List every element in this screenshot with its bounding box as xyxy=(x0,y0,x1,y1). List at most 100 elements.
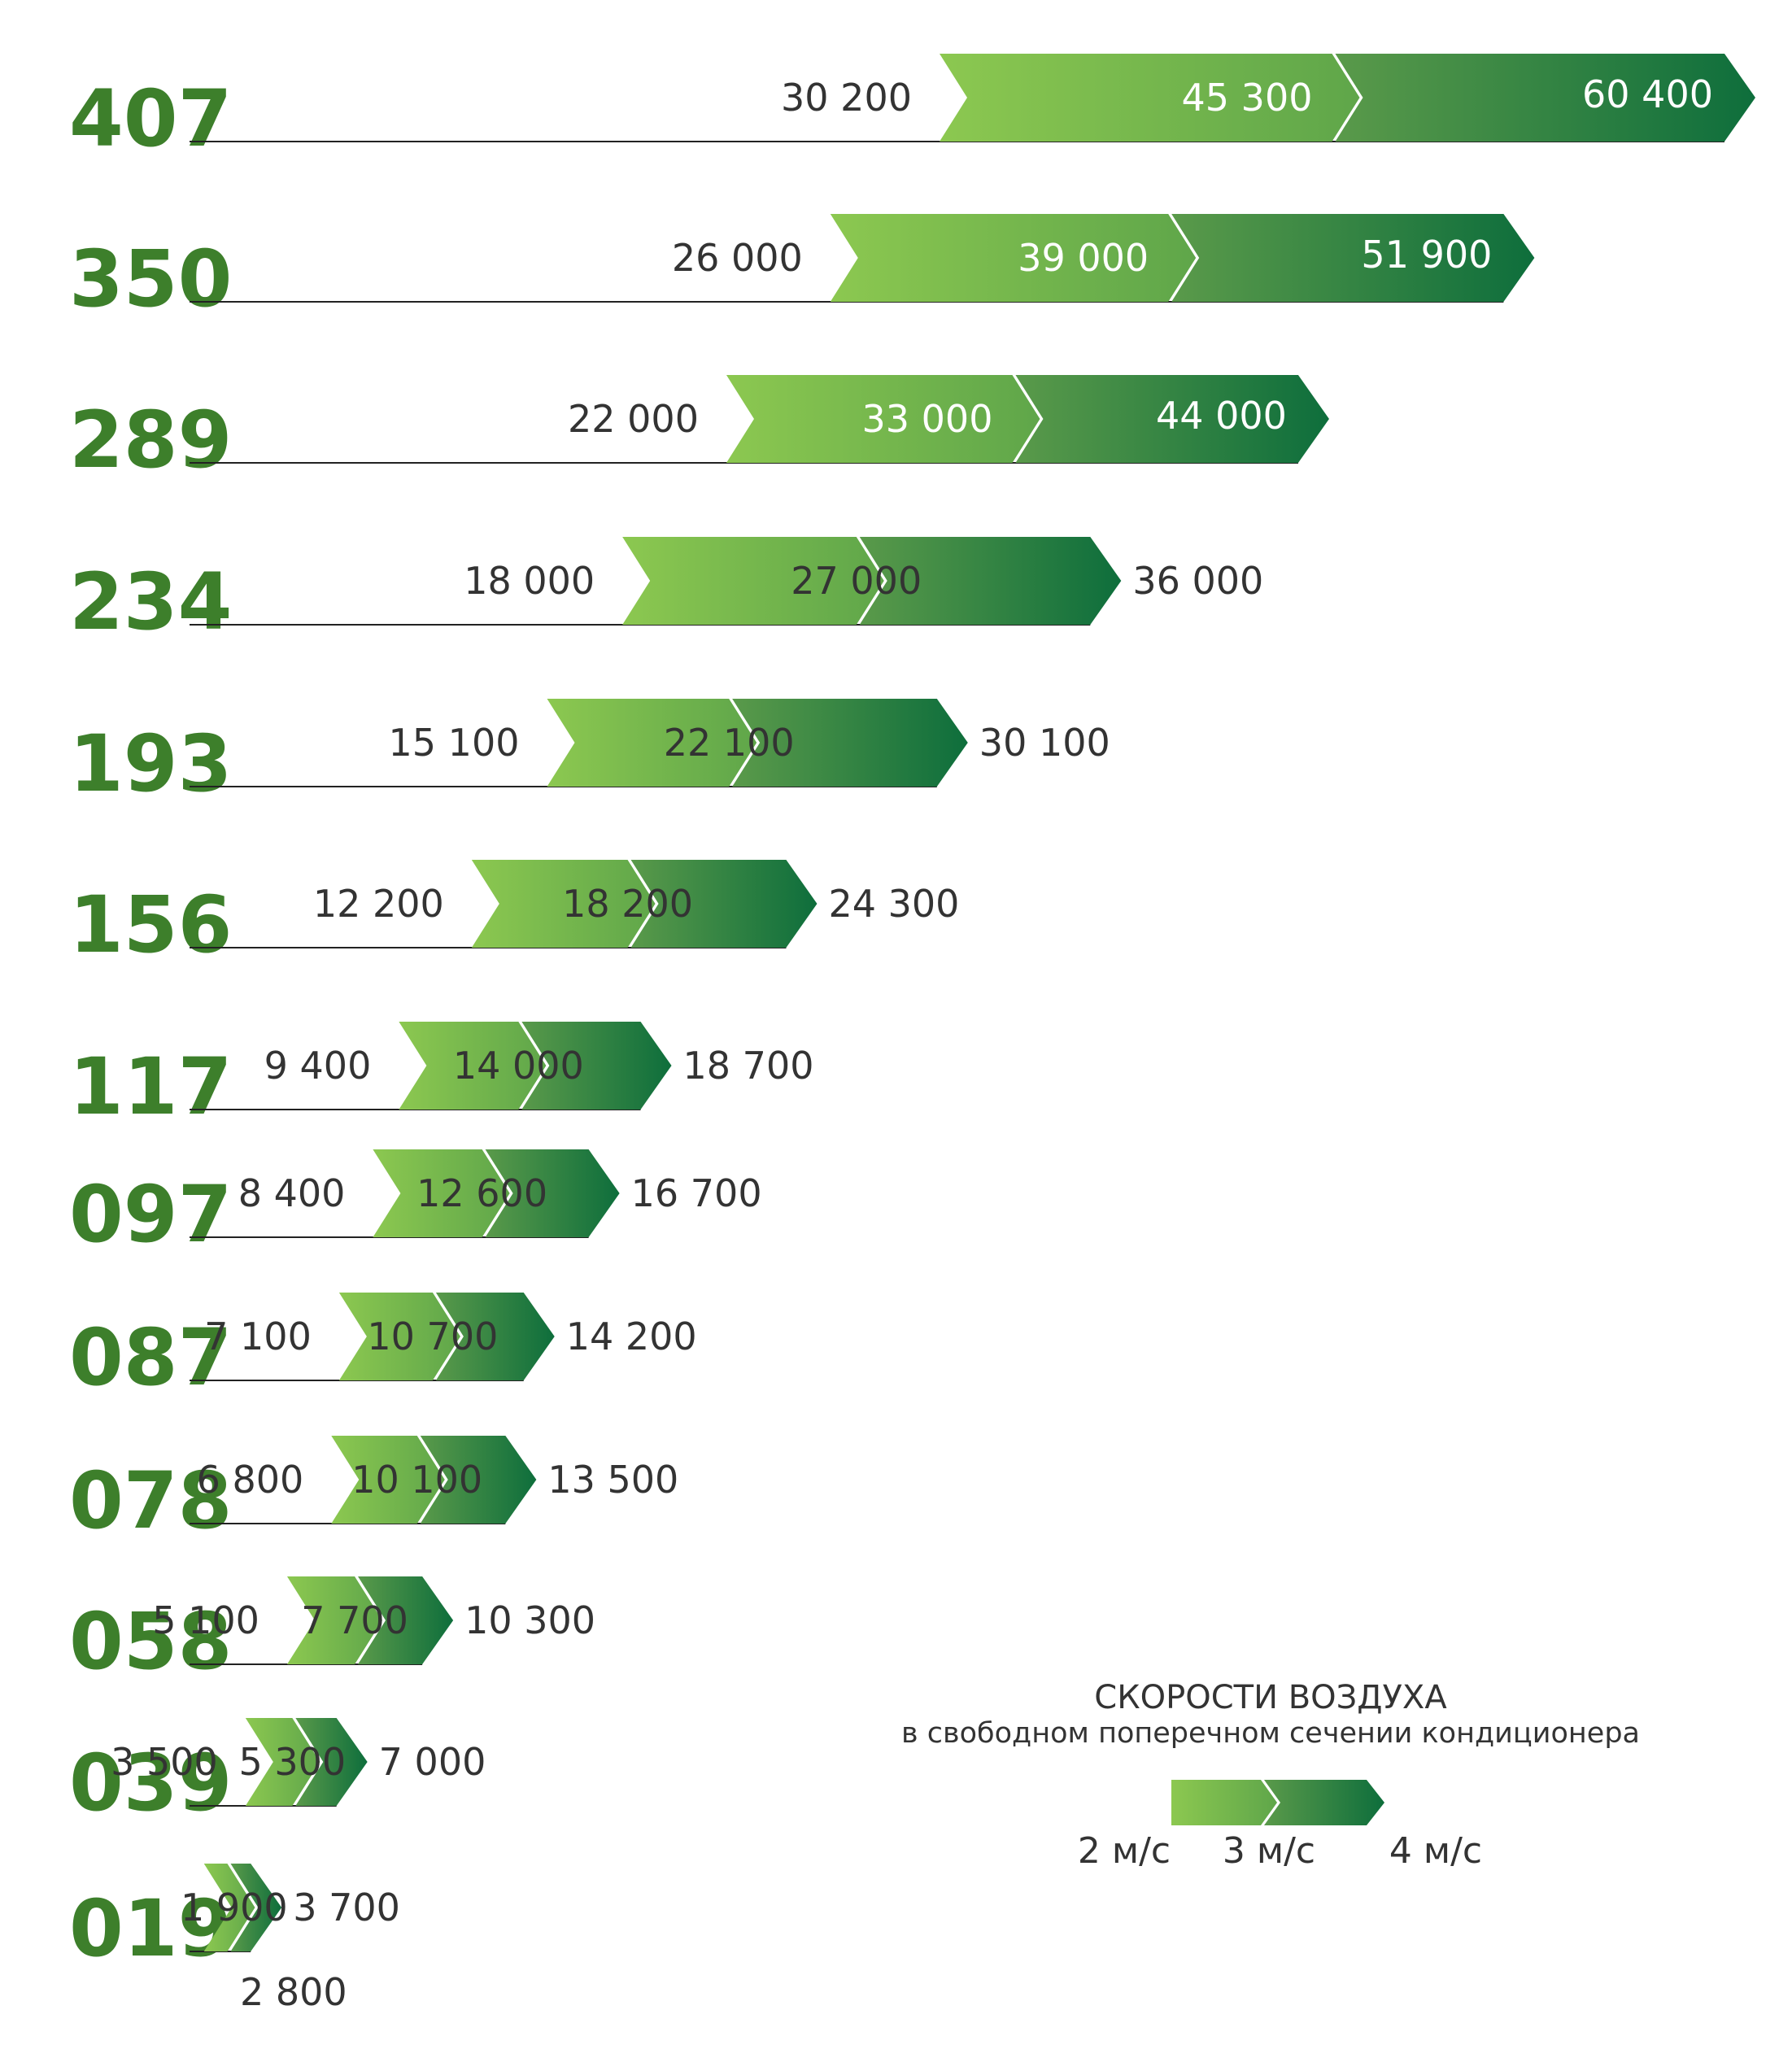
value-label-4: 60 400 xyxy=(1582,72,1713,116)
size-label: 058 xyxy=(69,1596,232,1687)
bar-segment-2-3 xyxy=(830,214,1197,302)
value-label-4: 16 700 xyxy=(631,1171,762,1215)
size-label: 117 xyxy=(69,1041,232,1132)
value-label-3: 18 200 xyxy=(562,882,693,926)
size-label: 097 xyxy=(69,1169,232,1260)
value-label-3: 27 000 xyxy=(791,559,922,603)
bar-segment-2-3 xyxy=(940,54,1360,142)
value-label-2: 22 000 xyxy=(568,397,699,441)
size-label: 156 xyxy=(69,879,232,970)
value-label-3: 33 000 xyxy=(862,397,993,441)
value-label-2: 1 900 xyxy=(181,1886,288,1929)
bar-segment-3-4 xyxy=(630,860,818,948)
bar-segment-2-3 xyxy=(547,699,757,787)
value-label-4: 14 200 xyxy=(566,1315,697,1358)
bar-segment-2-3 xyxy=(373,1149,510,1237)
chart-row-350: 350 26 000 39 000 51 900 xyxy=(69,214,1535,325)
value-label-2: 30 200 xyxy=(781,76,912,120)
value-label-2: 5 100 xyxy=(152,1598,259,1642)
chart-row-156: 156 12 200 18 200 24 300 xyxy=(69,860,959,970)
legend-title: СКОРОСТИ ВОЗДУХА xyxy=(1094,1679,1447,1716)
bar-segment-3-4 xyxy=(230,1864,282,1951)
chart-row-407: 407 30 200 45 300 60 400 xyxy=(69,54,1755,164)
bar-segment-3-4 xyxy=(521,1022,672,1110)
value-label-2: 18 000 xyxy=(464,559,595,603)
value-label-2: 8 400 xyxy=(238,1171,346,1215)
size-label: 289 xyxy=(69,395,232,486)
bar-segment-2-3 xyxy=(245,1718,320,1806)
value-label-4: 44 000 xyxy=(1156,394,1287,438)
value-label-3: 10 700 xyxy=(367,1315,498,1358)
value-label-4: 10 300 xyxy=(464,1598,595,1642)
bar-segment-3-4 xyxy=(859,537,1122,625)
size-label: 039 xyxy=(69,1738,232,1829)
bar-segment-3-4 xyxy=(420,1436,537,1524)
bar-segment-3-4 xyxy=(1335,54,1755,142)
size-label: 019 xyxy=(69,1883,232,1974)
value-label-3: 10 100 xyxy=(351,1458,482,1502)
value-label-4: 7 000 xyxy=(379,1740,486,1784)
value-label-3: 22 100 xyxy=(664,721,795,765)
value-label-3: 14 000 xyxy=(453,1044,584,1088)
bar-segment-3-4 xyxy=(1015,375,1329,463)
bar-segment-2-3 xyxy=(622,537,884,625)
value-label-2: 7 100 xyxy=(204,1315,312,1358)
size-label: 234 xyxy=(69,556,232,647)
bar-segment-2-3 xyxy=(203,1864,255,1951)
value-label-3: 7 700 xyxy=(301,1598,408,1642)
value-label-2: 12 200 xyxy=(313,882,444,926)
value-label-3: 45 300 xyxy=(1182,76,1313,120)
value-label-4: 30 100 xyxy=(979,721,1110,765)
bar-segment-3-4 xyxy=(1171,214,1535,302)
value-label-4: 51 900 xyxy=(1361,233,1492,277)
bar-segment-3-4 xyxy=(358,1576,454,1664)
value-label-2: 6 800 xyxy=(197,1458,304,1502)
chart-row-117: 117 9 400 14 000 18 700 xyxy=(69,1022,814,1132)
bar-segment-2-3 xyxy=(286,1576,383,1664)
bar-segment-3-4 xyxy=(485,1149,620,1237)
value-label-4: 13 500 xyxy=(547,1458,678,1502)
value-label-4: 36 000 xyxy=(1132,559,1263,603)
legend-subtitle: в свободном поперечном сечении кондицион… xyxy=(901,1717,1640,1750)
bar-segment-2-3 xyxy=(331,1436,445,1524)
bar-segment-2-3 xyxy=(399,1022,547,1110)
value-label-3: 39 000 xyxy=(1018,236,1149,280)
value-label-3: 12 600 xyxy=(416,1171,547,1215)
bar-segment-3-4 xyxy=(732,699,968,787)
value-label-2: 9 400 xyxy=(264,1044,372,1088)
legend-swatch-dark xyxy=(1264,1780,1384,1825)
value-label-4: 18 700 xyxy=(683,1044,814,1088)
value-label-4: 24 300 xyxy=(828,882,959,926)
size-label: 078 xyxy=(69,1455,232,1546)
chart-row-097: 097 8 400 12 600 16 700 xyxy=(69,1149,762,1260)
bar-segment-2-3 xyxy=(471,860,656,948)
bar-segment-2-3 xyxy=(338,1293,460,1380)
value-label-3: 2 800 xyxy=(240,1970,347,2014)
size-label: 407 xyxy=(69,73,232,164)
chart-row-234: 234 18 000 27 000 36 000 xyxy=(69,537,1263,647)
value-label-3: 5 300 xyxy=(239,1740,347,1784)
chart-rows: 407 30 200 45 300 60 400 350 26 000 39 000 51 9… xyxy=(69,54,1755,2014)
legend-item-3-ms: 3 м/с xyxy=(1223,1830,1315,1872)
legend-item-2-ms: 2 м/с xyxy=(1078,1830,1171,1872)
value-label-2: 3 500 xyxy=(111,1740,218,1784)
value-label-4: 3 700 xyxy=(293,1886,400,1929)
legend-item-4-ms: 4 м/с xyxy=(1389,1830,1482,1872)
bar-segment-2-3 xyxy=(726,375,1040,463)
chart-row-289: 289 22 000 33 000 44 000 xyxy=(69,375,1329,486)
legend-swatch-light xyxy=(1171,1780,1277,1825)
bar-segment-3-4 xyxy=(295,1718,368,1806)
size-label: 193 xyxy=(69,718,232,809)
bar-segment-3-4 xyxy=(435,1293,555,1380)
chart-row-193: 193 15 100 22 100 30 100 xyxy=(69,699,1110,809)
size-label: 087 xyxy=(69,1312,232,1403)
size-label: 350 xyxy=(69,233,232,325)
value-label-2: 15 100 xyxy=(389,721,520,765)
